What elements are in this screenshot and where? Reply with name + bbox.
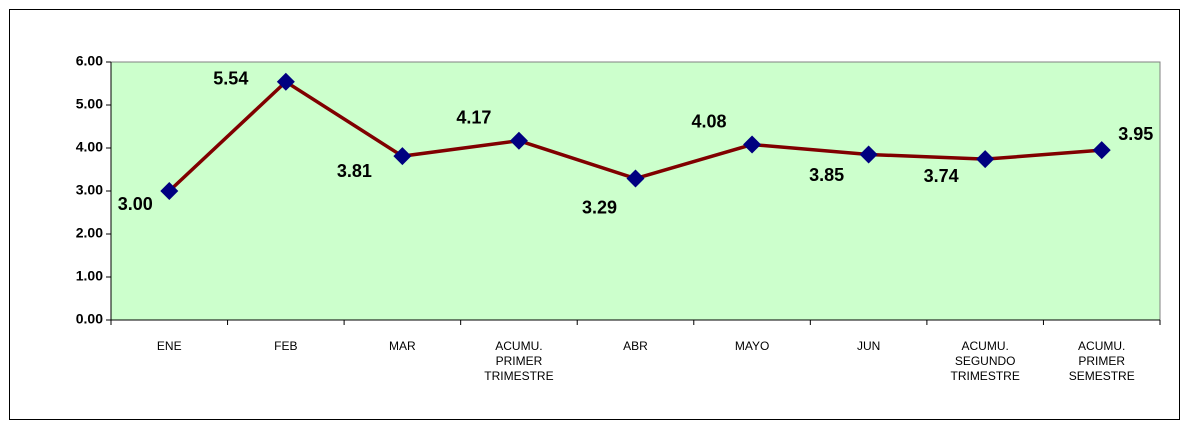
plot-area bbox=[110, 61, 1161, 321]
data-label: 4.08 bbox=[692, 111, 727, 131]
y-tick-label: 6.00 bbox=[76, 53, 103, 69]
y-tick-label: 3.00 bbox=[76, 182, 103, 198]
x-tick-label: ENE bbox=[157, 339, 182, 353]
data-label: 3.81 bbox=[337, 161, 372, 181]
y-tick-label: 2.00 bbox=[76, 225, 103, 241]
marker bbox=[160, 182, 179, 200]
marker bbox=[509, 131, 528, 150]
y-tick-label: 1.00 bbox=[76, 268, 103, 284]
marker bbox=[743, 135, 762, 154]
data-label: 3.74 bbox=[924, 166, 959, 186]
y-tick-label: 0.00 bbox=[76, 311, 103, 327]
y-tick-label: 4.00 bbox=[76, 139, 103, 155]
marker bbox=[626, 169, 645, 188]
x-tick-label: JUN bbox=[857, 339, 880, 353]
x-tick-label: ACUMU. SEGUNDO TRIMESTRE bbox=[950, 339, 1019, 383]
data-label: 3.85 bbox=[809, 165, 844, 185]
marker bbox=[393, 147, 412, 166]
x-tick-label: MAR bbox=[389, 339, 416, 353]
data-label: 4.17 bbox=[456, 107, 491, 127]
x-tick-label: MAYO bbox=[735, 339, 769, 353]
marker bbox=[276, 72, 295, 91]
marker bbox=[1092, 141, 1111, 160]
data-label: 3.29 bbox=[582, 197, 617, 217]
x-tick-label: ACUMU. PRIMER SEMESTRE bbox=[1069, 339, 1135, 383]
data-label: 5.54 bbox=[213, 69, 248, 89]
x-tick-label: ABR bbox=[623, 339, 648, 353]
data-label: 3.00 bbox=[118, 194, 153, 214]
y-tick-label: 5.00 bbox=[76, 96, 103, 112]
x-tick-label: FEB bbox=[274, 339, 297, 353]
marker bbox=[859, 145, 878, 164]
data-label: 3.95 bbox=[1118, 124, 1153, 144]
x-tick-label: ACUMU. PRIMER TRIMESTRE bbox=[484, 339, 553, 383]
marker bbox=[976, 150, 995, 169]
